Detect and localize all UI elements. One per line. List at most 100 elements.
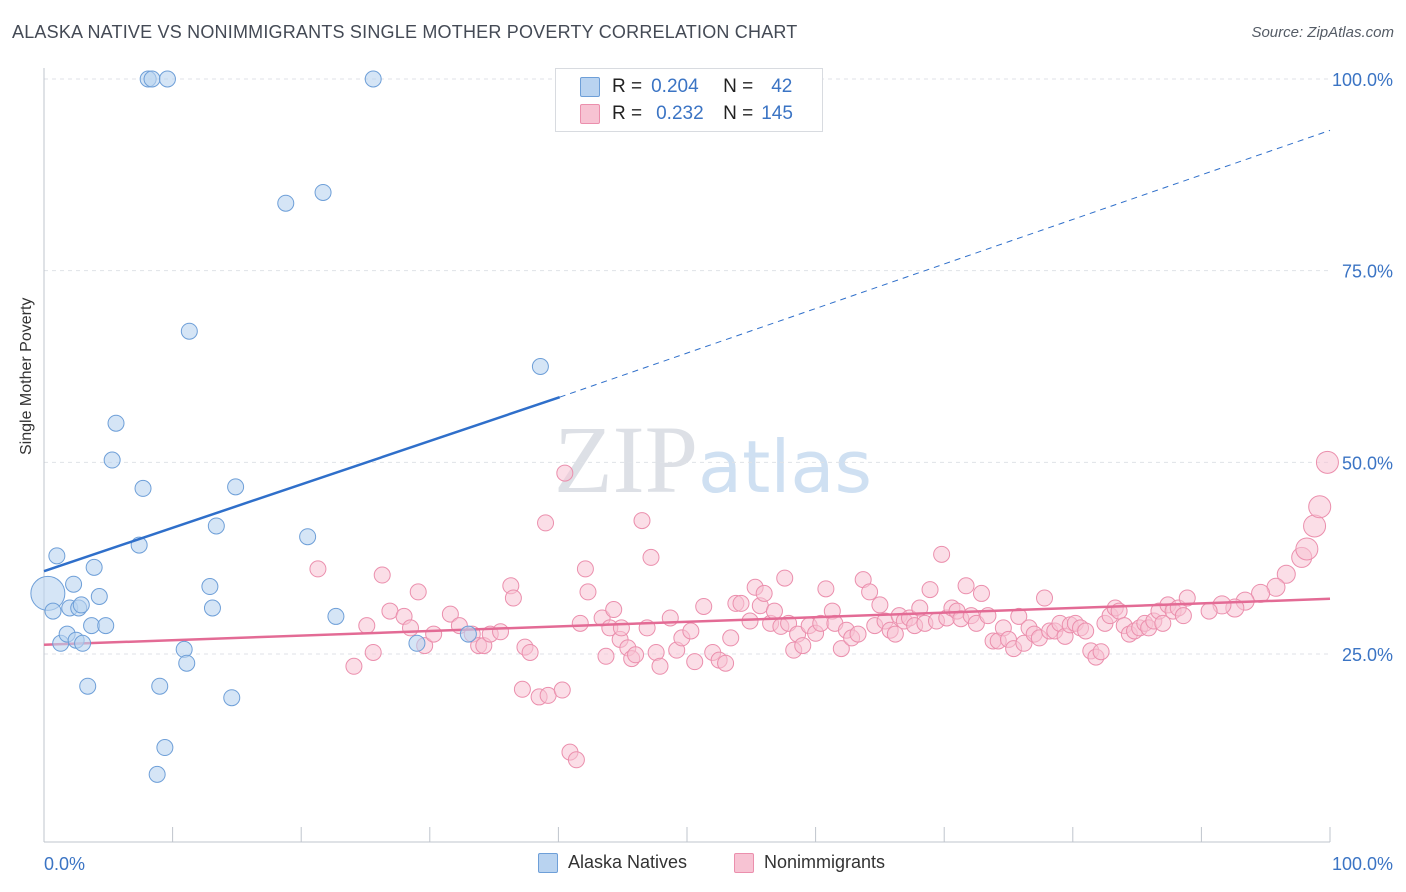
n-label: N = [723, 103, 754, 124]
nonimmigrants-point [1010, 607, 1028, 625]
nonimmigrants-point [755, 584, 773, 602]
alaska-natives-point [148, 765, 166, 783]
alaska-natives-trendline [43, 395, 561, 573]
nonimmigrants-point [921, 581, 939, 599]
nonimmigrants-point [539, 686, 557, 704]
nonimmigrants-point [1295, 537, 1319, 561]
alaska-natives-point [79, 677, 97, 695]
alaska-natives-point [151, 677, 169, 695]
nonimmigrants-point [381, 602, 399, 620]
nonimmigrants-point [612, 619, 630, 637]
nonimmigrants-point [567, 751, 585, 769]
alaska-natives-point [203, 599, 221, 617]
nonimmigrants-point [1092, 643, 1110, 661]
y-tick-label: 25.0% [1342, 645, 1393, 665]
alaska-natives-point [158, 70, 176, 88]
alaska-natives-point [74, 634, 92, 652]
alaska-natives-point [459, 625, 477, 643]
legend-label: Nonimmigrants [764, 852, 886, 872]
r-label: R = [612, 76, 643, 97]
alaska-natives-point [143, 70, 161, 88]
alaska-natives-point [277, 194, 295, 212]
nonimmigrants-point [957, 577, 975, 595]
nonimmigrants-point [1077, 622, 1095, 640]
alaska-natives-point [83, 617, 101, 635]
correlation-legend: R = 0.204 N = 42 R = 0.232 N = 145 [555, 68, 823, 132]
alaska-natives-swatch [580, 77, 600, 97]
y-axis-label: Single Mother Poverty [18, 297, 35, 455]
alaska-natives-point [223, 689, 241, 707]
nonimmigrants-point [345, 657, 363, 675]
nonimmigrants-point [504, 589, 522, 607]
alaska-natives-point [531, 358, 549, 375]
source-label: Source: ZipAtlas.com [1251, 24, 1394, 41]
r-value: 0.204 [651, 76, 699, 97]
legend-item-alaska-natives: Alaska Natives [538, 852, 687, 873]
nonimmigrants-point [765, 602, 783, 620]
alaska-natives-point [408, 634, 426, 652]
nonimmigrants-point [1276, 564, 1296, 584]
x-tick-label: 100.0% [1332, 854, 1393, 874]
alaska-natives-point [72, 596, 90, 614]
nonimmigrants-point [832, 640, 850, 658]
alaska-natives-point [90, 588, 108, 605]
nonimmigrants-point [1178, 589, 1196, 607]
nonimmigrants-point [1308, 495, 1332, 519]
legend-row-alaska-natives: R = 0.204 N = 42 [580, 75, 792, 99]
nonimmigrants-point [695, 597, 713, 615]
alaska-natives-point [103, 451, 121, 469]
nonimmigrants-point [441, 605, 459, 623]
nonimmigrants-point [556, 464, 574, 482]
watermark-atlas: atlas [698, 425, 872, 509]
alaska-natives-point [207, 517, 225, 535]
alaska-natives-point [364, 70, 382, 88]
nonimmigrants-point [861, 583, 879, 601]
nonimmigrants-point [425, 625, 443, 643]
r-label: R = [612, 103, 643, 124]
alaska-natives-point [48, 547, 66, 565]
alaska-natives-point [178, 654, 196, 672]
nonimmigrants-point [722, 629, 740, 647]
y-tick-label: 50.0% [1342, 453, 1393, 473]
nonimmigrants-swatch [580, 104, 600, 124]
alaska-natives-point [327, 607, 345, 625]
alaska-natives-point [107, 414, 125, 432]
n-value: 42 [771, 76, 793, 97]
nonimmigrants-point [642, 548, 660, 566]
nonimmigrants-point [633, 512, 651, 530]
nonimmigrants-point [553, 681, 571, 699]
n-value: 145 [761, 103, 793, 124]
nonimmigrants-point [817, 580, 835, 598]
nonimmigrants-point [605, 601, 623, 619]
nonimmigrants-point [1036, 589, 1054, 607]
nonimmigrants-point [1303, 514, 1327, 538]
nonimmigrants-point [521, 643, 539, 661]
nonimmigrants-point [972, 584, 990, 602]
nonimmigrants-point [1174, 607, 1192, 625]
nonimmigrants-point [537, 514, 555, 532]
watermark-zip: ZIP [554, 406, 698, 513]
alaska-natives-point [156, 739, 174, 757]
alaska-natives-point [134, 479, 152, 497]
nonimmigrants-point [597, 647, 615, 665]
nonimmigrants-point [373, 566, 391, 584]
alaska-natives-trendline-extension [559, 129, 1331, 398]
alaska-natives-swatch [538, 852, 558, 873]
nonimmigrants-point [849, 625, 867, 643]
nonimmigrants-point [492, 623, 510, 641]
x-tick-label: 0.0% [44, 854, 85, 874]
nonimmigrants-trendline [43, 597, 1331, 647]
alaska-natives-point [201, 578, 219, 596]
n-label: N = [723, 76, 754, 97]
alaska-natives-point [180, 322, 198, 340]
zipatlas-watermark: ZIPatlas [554, 404, 872, 515]
legend-item-nonimmigrants: Nonimmigrants [734, 852, 885, 873]
nonimmigrants-point [686, 653, 704, 671]
nonimmigrants-point [911, 599, 929, 617]
alaska-natives-point [65, 575, 83, 593]
nonimmigrants-point [627, 646, 645, 664]
nonimmigrants-point [579, 583, 597, 601]
nonimmigrants-point [576, 560, 594, 578]
nonimmigrants-point [741, 612, 759, 630]
